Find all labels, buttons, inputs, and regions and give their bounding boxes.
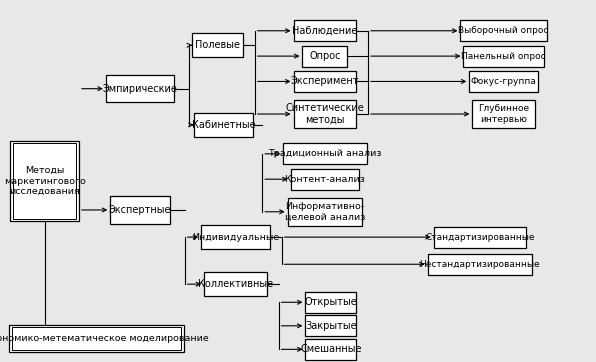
FancyBboxPatch shape [472,100,535,128]
Text: Традиционный анализ: Традиционный анализ [268,150,381,158]
Text: Кабинетные: Кабинетные [192,120,255,130]
FancyBboxPatch shape [434,227,526,248]
Text: Панельный опрос: Панельный опрос [461,52,546,60]
Text: Глубинное
интервью: Глубинное интервью [478,104,529,124]
Text: Фокус-группа: Фокус-группа [471,77,536,86]
Text: Опрос: Опрос [309,51,340,61]
Text: Методы
маркетингового
исследования: Методы маркетингового исследования [4,166,86,196]
Text: Закрытые: Закрытые [305,321,356,331]
FancyBboxPatch shape [428,254,532,275]
Text: Выборочный опрос: Выборочный опрос [458,26,549,35]
FancyBboxPatch shape [306,292,356,313]
FancyBboxPatch shape [288,198,362,226]
Text: Синтетические
методы: Синтетические методы [285,103,364,125]
Text: Открытые: Открытые [305,297,357,307]
FancyBboxPatch shape [294,20,356,41]
FancyBboxPatch shape [201,225,269,249]
FancyBboxPatch shape [294,100,356,128]
Text: Стандартизированные: Стандартизированные [425,233,535,241]
Text: Контент-анализ: Контент-анализ [284,175,365,184]
FancyBboxPatch shape [10,141,79,221]
Text: Нестандартизированные: Нестандартизированные [420,260,540,269]
Text: Индивидуальные: Индивидуальные [192,233,279,241]
FancyBboxPatch shape [303,46,347,67]
Text: Эмпирические: Эмпирические [103,84,178,94]
FancyBboxPatch shape [470,71,538,92]
FancyBboxPatch shape [464,46,544,67]
Text: Информативно-
целевой анализ: Информативно- целевой анализ [285,202,365,222]
FancyBboxPatch shape [306,315,356,336]
Text: Экономико-метематическое моделирование: Экономико-метематическое моделирование [0,334,209,343]
FancyBboxPatch shape [291,169,359,190]
Text: Экспертные: Экспертные [109,205,171,215]
Text: Эксперимент: Эксперимент [291,76,359,87]
FancyBboxPatch shape [194,113,253,136]
FancyBboxPatch shape [460,20,547,41]
FancyBboxPatch shape [283,143,367,164]
FancyBboxPatch shape [106,75,174,102]
FancyBboxPatch shape [110,196,170,223]
Text: Полевые: Полевые [195,40,240,50]
Text: Наблюдение: Наблюдение [292,26,358,36]
FancyBboxPatch shape [192,34,243,57]
Text: Смешанные: Смешанные [300,344,362,354]
FancyBboxPatch shape [9,325,185,352]
FancyBboxPatch shape [204,272,266,296]
Text: Коллективные: Коллективные [198,279,273,289]
FancyBboxPatch shape [294,71,356,92]
FancyBboxPatch shape [306,339,356,360]
